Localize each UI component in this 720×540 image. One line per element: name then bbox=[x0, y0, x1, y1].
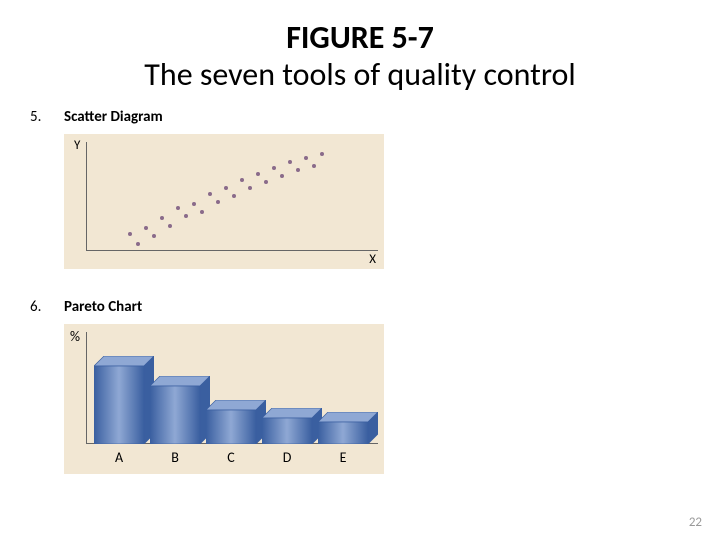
scatter-dot bbox=[304, 156, 308, 160]
category-label: B bbox=[150, 449, 200, 466]
item-label: Scatter Diagram bbox=[64, 108, 163, 126]
pareto-bar bbox=[318, 412, 378, 444]
x-axis-label: X bbox=[369, 252, 376, 267]
scatter-dot bbox=[272, 166, 276, 170]
category-label: D bbox=[262, 449, 312, 466]
scatter-dot bbox=[288, 160, 292, 164]
percent-label: % bbox=[70, 328, 80, 345]
scatter-dot bbox=[312, 164, 316, 168]
figure-title: FIGURE 5-7 The seven tools of quality co… bbox=[0, 0, 720, 94]
scatter-dot bbox=[160, 216, 164, 220]
y-axis bbox=[86, 142, 87, 251]
scatter-dot bbox=[264, 180, 268, 184]
scatter-dot bbox=[256, 172, 260, 176]
y-axis bbox=[86, 332, 87, 444]
item-6: 6. Pareto Chart % A B bbox=[30, 298, 384, 474]
x-axis bbox=[86, 250, 378, 251]
pareto-bar bbox=[262, 408, 322, 444]
pareto-bar bbox=[94, 356, 154, 444]
pareto-chart: % A B bbox=[64, 324, 384, 474]
title-line2: The seven tools of quality control bbox=[0, 55, 720, 94]
scatter-dot bbox=[208, 192, 212, 196]
scatter-dot bbox=[320, 152, 324, 156]
category-label: A bbox=[94, 449, 144, 466]
scatter-dot bbox=[224, 186, 228, 190]
y-axis-label: Y bbox=[74, 138, 80, 153]
scatter-dot bbox=[248, 186, 252, 190]
item-label: Pareto Chart bbox=[64, 298, 142, 316]
scatter-dot bbox=[200, 210, 204, 214]
scatter-dot bbox=[168, 224, 172, 228]
scatter-dot bbox=[240, 178, 244, 182]
title-line1: FIGURE 5-7 bbox=[0, 18, 720, 57]
scatter-dot bbox=[192, 202, 196, 206]
scatter-chart: Y X bbox=[64, 134, 384, 269]
scatter-dot bbox=[216, 200, 220, 204]
scatter-dot bbox=[176, 206, 180, 210]
scatter-dot bbox=[152, 234, 156, 238]
page-number: 22 bbox=[689, 515, 702, 530]
scatter-dot bbox=[144, 226, 148, 230]
item-number: 5. bbox=[30, 108, 60, 126]
scatter-dot bbox=[296, 168, 300, 172]
category-label: E bbox=[318, 449, 368, 466]
scatter-dot bbox=[184, 214, 188, 218]
scatter-dot bbox=[232, 194, 236, 198]
category-label: C bbox=[206, 449, 256, 466]
scatter-dot bbox=[280, 174, 284, 178]
pareto-bar bbox=[206, 400, 266, 444]
item-number: 6. bbox=[30, 298, 60, 316]
pareto-bar bbox=[150, 376, 210, 444]
item-5: 5. Scatter Diagram Y X bbox=[30, 108, 384, 269]
scatter-dot bbox=[128, 232, 132, 236]
scatter-dot bbox=[136, 242, 140, 246]
